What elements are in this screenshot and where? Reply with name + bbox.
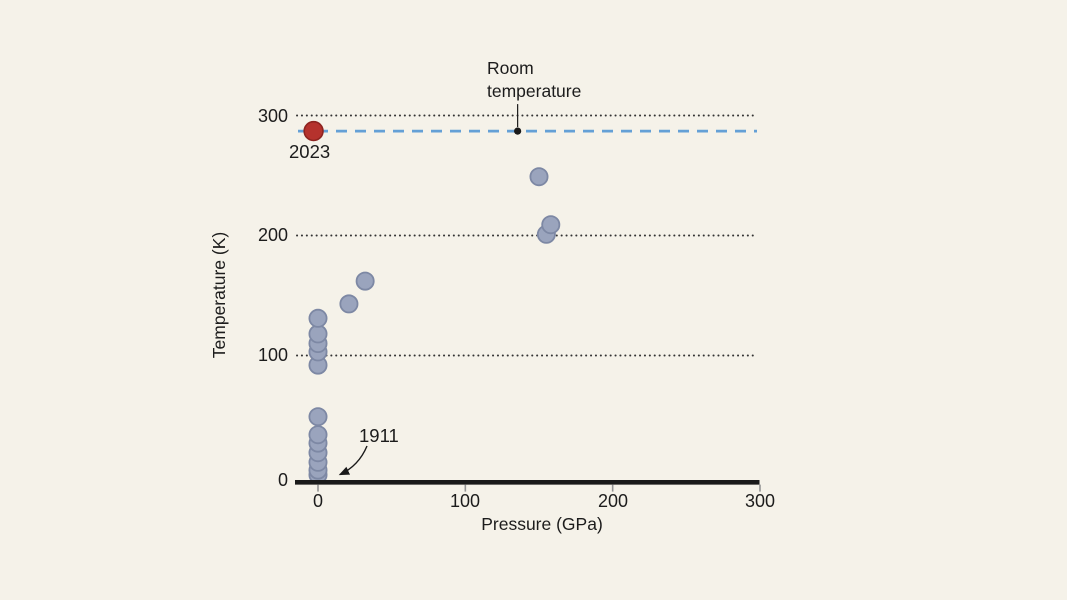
data-points [303, 120, 561, 485]
room-temperature-marker-dot [514, 127, 522, 135]
data-point [529, 167, 549, 187]
annotation-2023: 2023 [289, 141, 331, 162]
x-axis-title: Pressure (GPa) [481, 514, 603, 534]
y-axis-title: Temperature (K) [209, 231, 229, 359]
x-tick-200: 200 [597, 491, 629, 511]
data-point [355, 271, 375, 291]
data-point [308, 324, 328, 344]
data-point [541, 215, 561, 235]
data-point [308, 308, 328, 328]
y-tick-300: 300 [257, 106, 288, 126]
x-tick-0: 0 [312, 491, 323, 511]
room-temperature-line [298, 104, 757, 135]
arrow-1911 [338, 445, 368, 476]
room-temperature-label: Room temperature [487, 58, 582, 101]
y-tick-0: 0 [277, 470, 288, 490]
x-axis [295, 479, 761, 492]
y-tick-100: 100 [257, 345, 288, 365]
x-tick-300: 300 [744, 491, 776, 511]
x-tick-100: 100 [449, 491, 481, 511]
y-tick-200: 200 [257, 225, 288, 245]
data-point [308, 407, 328, 427]
data-point [339, 294, 359, 314]
annotation-1911: 1911 [359, 425, 399, 446]
data-point [308, 425, 328, 445]
record-point-2023 [303, 120, 324, 142]
dotted-gridlines [296, 114, 758, 357]
